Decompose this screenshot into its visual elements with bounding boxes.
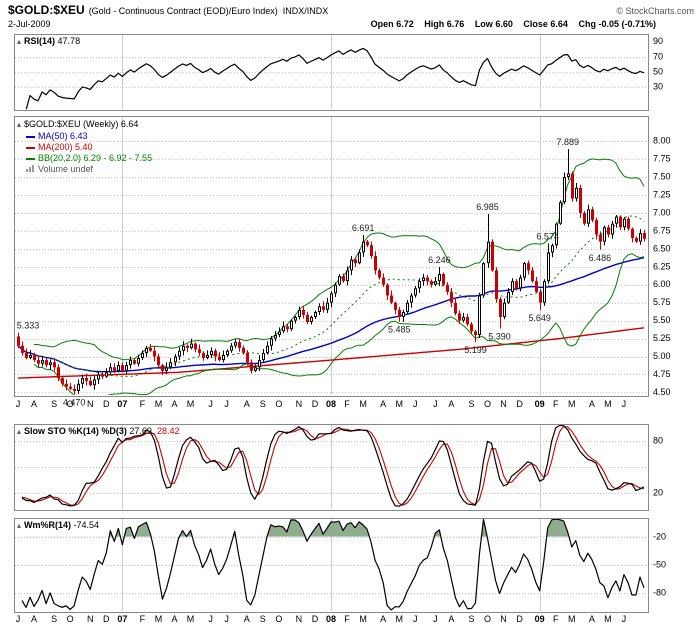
quote-line: 2-Jul-2009 Open 6.72 High 6.76 Low 6.60 …	[8, 19, 656, 29]
symbol-description: (Gold - Continuous Contract (EOD)/Euro I…	[88, 6, 278, 16]
wmr-legend: ▴ Wm%R(14) -74.54	[17, 520, 100, 530]
bb-line-swatch	[26, 157, 35, 160]
legend-volume: Volume undef	[26, 164, 93, 174]
quote-open: Open 6.72	[370, 19, 414, 29]
rsi-legend: ▴ RSI(14) 47.78	[17, 36, 81, 46]
collapse-icon: ▴	[17, 521, 22, 530]
collapse-icon: ▴	[17, 427, 22, 436]
ma50-line-swatch	[26, 135, 35, 138]
legend-symbol: ▴ $GOLD:$XEU (Weekly) 6.64	[17, 119, 139, 129]
quote-date: 2-Jul-2009	[8, 19, 51, 29]
copyright-label: © StockCharts.com	[616, 6, 694, 16]
quote-close: Close 6.64	[523, 19, 568, 29]
collapse-icon: ▴	[17, 120, 22, 129]
legend-ma200: MA(200) 5.40	[26, 142, 93, 152]
legend-ma50: MA(50) 6.43	[26, 131, 88, 141]
exchange-label: INDX/INDX	[282, 6, 329, 16]
symbol-title: $GOLD:$XEU	[8, 3, 85, 17]
quote-summary: Open 6.72 High 6.76 Low 6.60 Close 6.64 …	[363, 19, 656, 29]
sto-legend: ▴ Slow STO %K(14) %D(3) 27.69, 28.42	[17, 426, 180, 436]
volume-bars-icon	[26, 164, 35, 174]
legend-bollinger: BB(20,2.0) 6.29 - 6.92 - 7.55	[26, 153, 152, 163]
collapse-icon: ▴	[17, 37, 22, 46]
quote-high: High 6.76	[424, 19, 465, 29]
quote-change: Chg -0.05 (-0.71%)	[578, 19, 656, 29]
chart-header: $GOLD:$XEU (Gold - Continuous Contract (…	[8, 3, 694, 17]
ma200-line-swatch	[26, 146, 35, 149]
quote-low: Low 6.60	[474, 19, 513, 29]
